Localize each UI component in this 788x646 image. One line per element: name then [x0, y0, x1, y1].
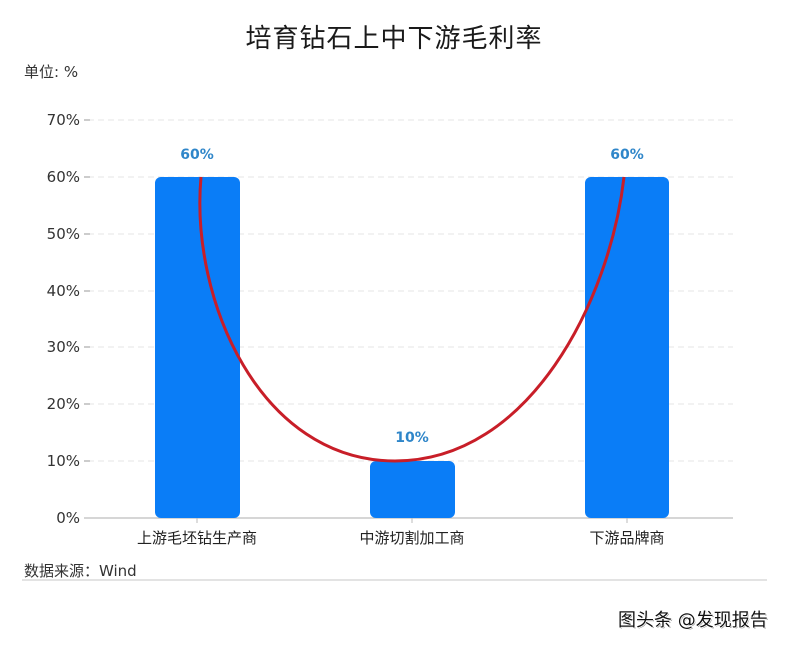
ytick-label: 10% — [46, 452, 80, 470]
chart-title: 培育钻石上中下游毛利率 — [245, 24, 543, 54]
bar-upstream — [155, 177, 240, 518]
category-label-upstream: 上游毛坯钻生产商 — [136, 529, 258, 547]
xtick-marks — [196, 518, 628, 523]
ytick-label: 0% — [56, 509, 80, 527]
value-label-midstream: 10% — [395, 430, 429, 446]
bar-downstream — [585, 177, 669, 518]
ytick-label: 30% — [46, 338, 80, 356]
ytick-label: 50% — [46, 225, 80, 243]
unit-label: 单位: % — [24, 63, 79, 81]
bar-midstream — [370, 461, 455, 518]
category-label-downstream: 下游品牌商 — [589, 529, 665, 547]
smile-curve — [198, 176, 626, 463]
category-label-midstream: 中游切割加工商 — [359, 529, 465, 547]
ytick-label: 60% — [46, 168, 80, 186]
ytick-label: 40% — [46, 282, 80, 300]
ytick-label: 20% — [46, 395, 80, 413]
value-label-downstream: 60% — [610, 147, 644, 163]
source-divider — [22, 579, 767, 581]
source-note: 数据来源：Wind — [24, 562, 137, 580]
ytick-label: 70% — [46, 111, 80, 129]
value-label-upstream: 60% — [180, 147, 214, 163]
ytick-marks — [84, 119, 90, 462]
watermark: 图头条 @发现报告 — [618, 610, 768, 631]
